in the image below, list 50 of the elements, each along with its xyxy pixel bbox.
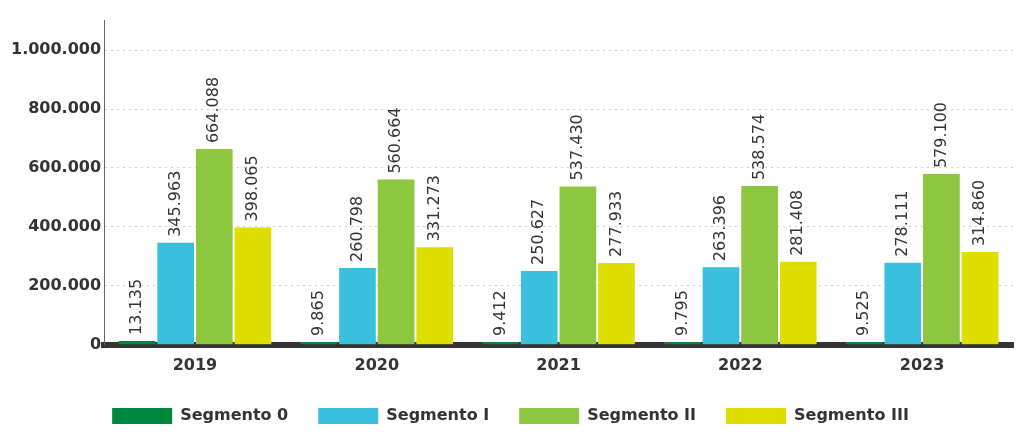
data-label: 579.100 — [930, 101, 950, 169]
bar — [741, 186, 778, 345]
data-label: 281.408 — [787, 189, 807, 256]
x-tick-label: 2023 — [899, 354, 945, 374]
data-label: 260.798 — [346, 195, 366, 262]
data-label: 278.111 — [891, 190, 911, 257]
y-tick-label: 200.000 — [28, 275, 102, 295]
data-label: 263.396 — [710, 195, 730, 262]
data-label: 9.412 — [489, 290, 509, 337]
data-label: 9.525 — [853, 290, 873, 336]
bar — [884, 262, 922, 345]
bar — [598, 262, 635, 345]
bar — [520, 270, 558, 345]
x-tick-label: 2020 — [354, 354, 400, 374]
legend-label: Segmento II — [587, 405, 697, 425]
data-label: 250.627 — [528, 198, 548, 265]
data-label: 9.865 — [307, 290, 327, 336]
data-label: 560.664 — [385, 107, 405, 174]
y-tick-label: 1.000.000 — [10, 39, 102, 59]
y-tick-label: 0 — [89, 333, 102, 353]
x-tick-label: 2019 — [172, 354, 218, 374]
y-tick-label: 800.000 — [28, 98, 102, 118]
data-label: 537.430 — [567, 114, 587, 181]
data-label: 331.273 — [423, 174, 443, 242]
bar — [339, 267, 376, 345]
y-tick-label: 400.000 — [28, 216, 102, 236]
data-label: 277.933 — [605, 190, 625, 257]
y-tick-label: 600.000 — [28, 157, 102, 177]
data-label: 9.795 — [671, 290, 691, 336]
legend-label: Segmento I — [386, 405, 490, 425]
bar — [702, 267, 740, 345]
data-label: 664.088 — [203, 76, 223, 144]
data-label: 398.065 — [242, 155, 262, 222]
bar — [234, 227, 272, 345]
bar — [779, 261, 817, 345]
legend-label: Segmento III — [794, 405, 909, 425]
data-label: 538.574 — [748, 113, 768, 181]
bar — [416, 247, 454, 345]
bar — [559, 186, 597, 345]
data-label: 13.135 — [126, 278, 146, 335]
bar — [961, 252, 999, 345]
bar — [923, 174, 960, 345]
x-tick-label: 2021 — [536, 354, 581, 374]
data-label: 314.860 — [969, 179, 989, 246]
bar — [157, 242, 195, 345]
x-tick-label: 2022 — [718, 354, 763, 374]
bar — [377, 179, 415, 345]
legend-label: Segmento 0 — [180, 405, 289, 425]
bar — [195, 149, 233, 345]
data-label: 345.963 — [164, 170, 184, 237]
